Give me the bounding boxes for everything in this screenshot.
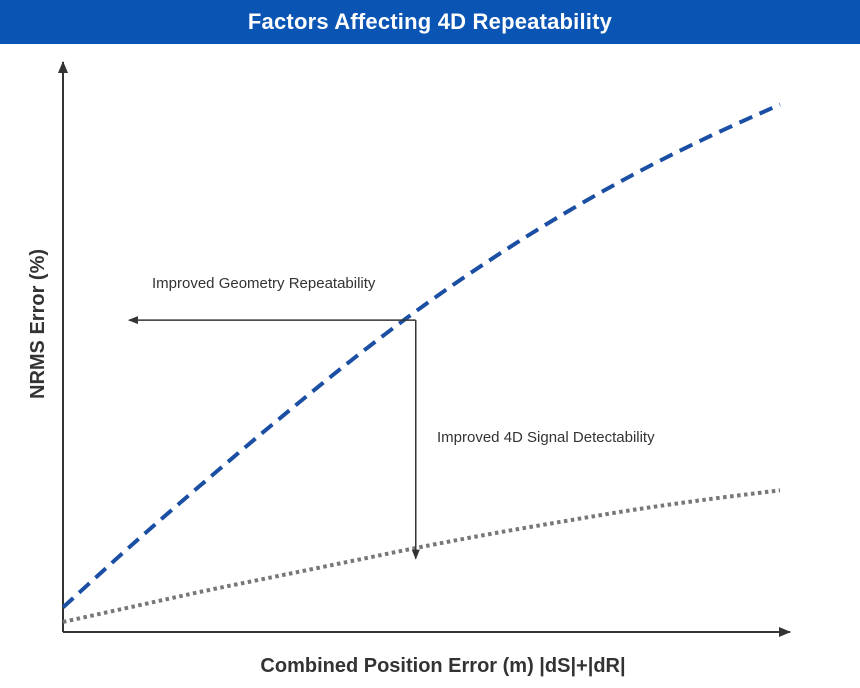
annotation-layer [127,316,420,560]
annotation-geometry-label: Improved Geometry Repeatability [152,275,376,292]
series-layer [61,102,781,624]
y-axis-label: NRMS Error (%) [27,249,49,399]
series-line-dotted [62,488,781,624]
chart-title: Factors Affecting 4D Repeatability [247,9,613,34]
title-bar: Factors Affecting 4D Repeatability [0,0,860,44]
annotation-signal-label: Improved 4D Signal Detectability [437,429,655,446]
x-axis-label: Combined Position Error (m) |dS|+|dR| [260,655,625,677]
series-line-dashed [61,102,781,609]
